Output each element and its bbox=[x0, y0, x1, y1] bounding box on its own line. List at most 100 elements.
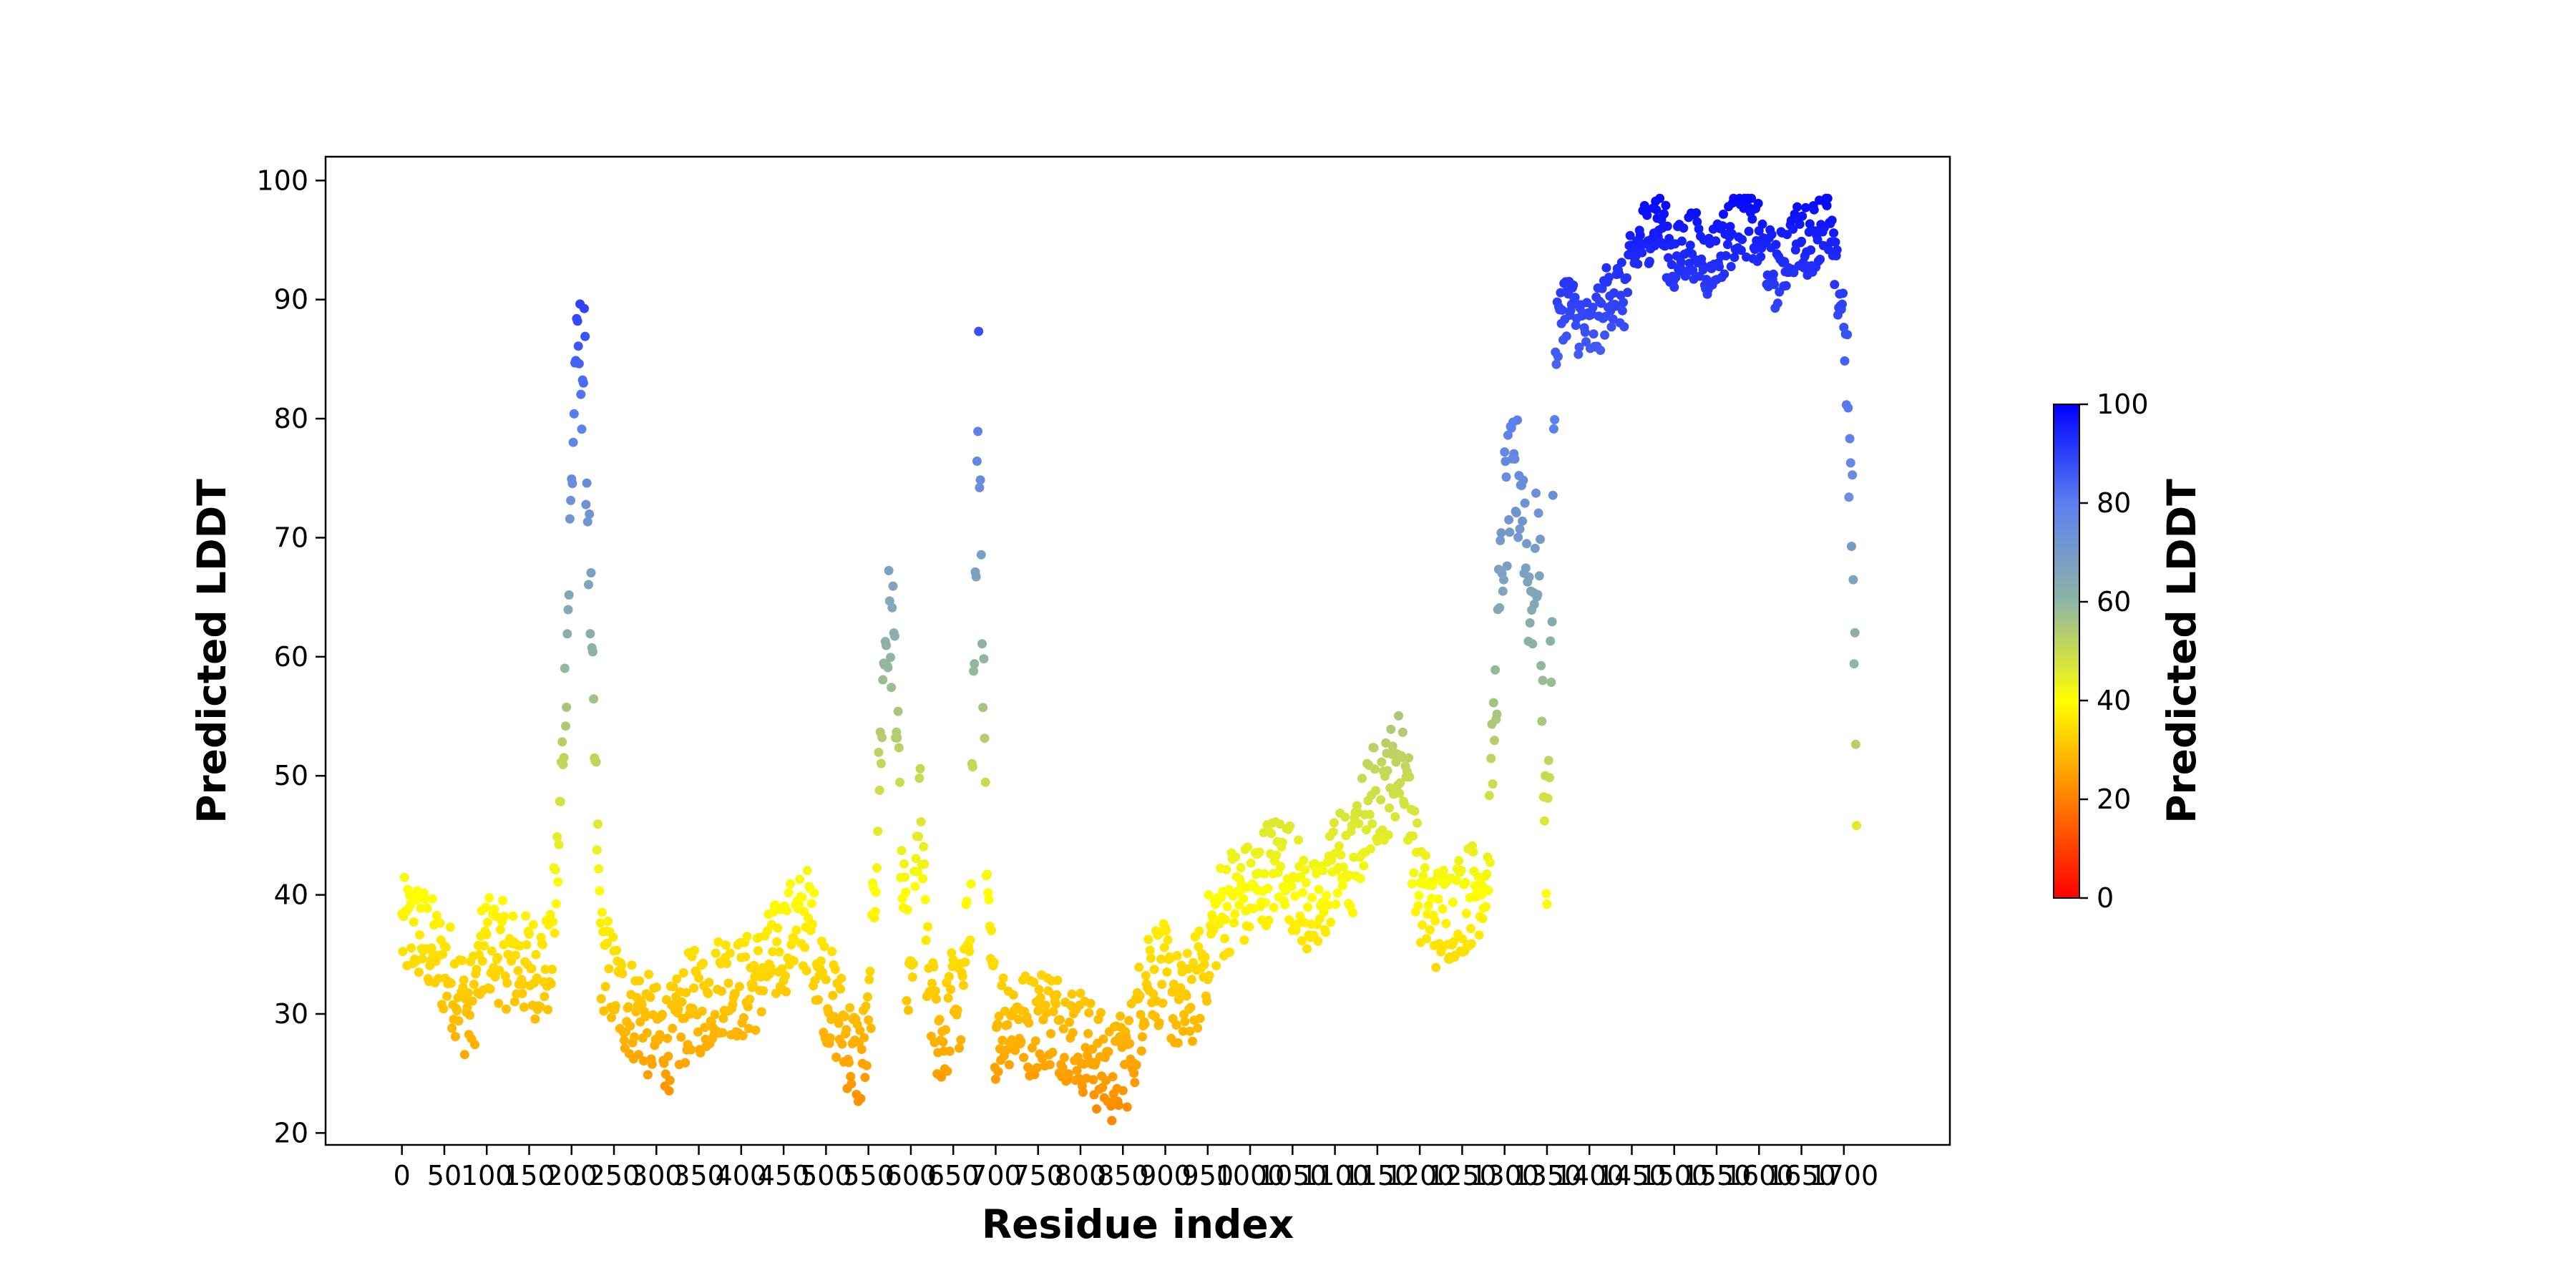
data-point bbox=[517, 989, 527, 998]
data-point bbox=[678, 968, 688, 977]
data-point bbox=[919, 859, 930, 869]
data-point bbox=[658, 1010, 668, 1020]
data-point bbox=[1159, 942, 1169, 952]
data-point bbox=[1606, 322, 1616, 332]
data-point bbox=[511, 950, 520, 960]
data-point bbox=[409, 917, 419, 927]
data-point bbox=[563, 605, 573, 615]
data-point bbox=[876, 758, 886, 769]
data-point bbox=[1414, 890, 1424, 900]
data-point bbox=[1600, 330, 1610, 340]
data-point bbox=[1635, 230, 1645, 240]
data-point bbox=[1502, 561, 1512, 571]
data-point bbox=[911, 854, 921, 864]
data-point bbox=[723, 978, 733, 988]
data-point bbox=[1431, 962, 1441, 972]
data-point bbox=[975, 483, 985, 492]
data-point bbox=[1383, 830, 1393, 840]
data-point bbox=[659, 1058, 669, 1068]
data-point bbox=[1161, 926, 1171, 936]
data-point bbox=[1134, 962, 1144, 972]
data-point bbox=[1146, 953, 1156, 963]
data-point bbox=[1849, 659, 1859, 669]
data-point bbox=[947, 948, 957, 958]
x-tick-label: 1300 bbox=[1470, 1160, 1539, 1191]
data-point bbox=[902, 905, 912, 915]
data-point bbox=[1120, 1060, 1130, 1070]
data-point bbox=[1832, 245, 1842, 255]
data-point bbox=[1413, 901, 1423, 911]
data-point bbox=[1852, 821, 1862, 831]
data-point bbox=[406, 943, 416, 953]
data-point bbox=[1530, 543, 1540, 553]
data-point bbox=[840, 1012, 849, 1022]
data-point bbox=[738, 1013, 748, 1023]
data-point bbox=[1103, 1047, 1113, 1057]
data-point bbox=[427, 894, 437, 904]
data-point bbox=[477, 956, 487, 966]
data-point bbox=[1757, 219, 1767, 229]
data-point bbox=[1194, 926, 1204, 936]
data-point bbox=[768, 947, 778, 957]
data-point bbox=[452, 1005, 462, 1015]
data-point bbox=[1394, 711, 1403, 721]
data-point bbox=[1145, 945, 1155, 955]
data-point bbox=[980, 777, 990, 787]
data-point bbox=[1370, 764, 1380, 774]
data-point bbox=[610, 1001, 620, 1010]
data-point bbox=[718, 1013, 728, 1023]
data-point bbox=[595, 886, 605, 896]
data-point bbox=[990, 1074, 1000, 1084]
x-tick-label: 350 bbox=[673, 1160, 725, 1191]
data-point bbox=[807, 919, 817, 930]
data-point bbox=[1297, 936, 1307, 946]
data-point bbox=[1236, 863, 1246, 873]
data-point bbox=[1221, 864, 1231, 874]
data-point bbox=[927, 978, 937, 988]
data-point bbox=[1243, 842, 1252, 852]
data-point bbox=[1229, 918, 1239, 928]
data-point bbox=[1418, 920, 1428, 930]
x-tick-label: 500 bbox=[800, 1160, 852, 1191]
data-point bbox=[640, 1012, 650, 1022]
data-point bbox=[1537, 716, 1547, 726]
data-point bbox=[502, 1004, 511, 1014]
data-point bbox=[569, 409, 579, 419]
data-point bbox=[1536, 535, 1545, 545]
data-point bbox=[686, 1045, 696, 1055]
data-point bbox=[645, 992, 655, 1002]
data-point bbox=[1348, 908, 1357, 917]
data-point bbox=[1244, 922, 1254, 932]
data-point bbox=[725, 948, 735, 958]
data-point bbox=[573, 341, 583, 351]
data-point bbox=[1181, 991, 1191, 1001]
data-point bbox=[676, 1032, 686, 1042]
data-point bbox=[834, 1018, 844, 1028]
data-point bbox=[1465, 924, 1475, 934]
data-point bbox=[1113, 1101, 1123, 1111]
data-point bbox=[1823, 193, 1833, 203]
data-point bbox=[617, 960, 627, 970]
data-point bbox=[774, 947, 784, 957]
data-point bbox=[1098, 1034, 1108, 1044]
data-point bbox=[1542, 899, 1552, 909]
data-point bbox=[914, 831, 924, 841]
data-point bbox=[637, 1000, 647, 1009]
data-point bbox=[1521, 563, 1531, 573]
data-point bbox=[1553, 351, 1563, 361]
data-point bbox=[1230, 909, 1240, 919]
data-point bbox=[1844, 492, 1854, 502]
data-point bbox=[938, 1037, 948, 1047]
data-point bbox=[894, 743, 904, 753]
data-point bbox=[1425, 925, 1435, 935]
data-point bbox=[1747, 193, 1757, 203]
data-point bbox=[1195, 1013, 1205, 1023]
data-point bbox=[952, 1005, 962, 1015]
data-point bbox=[958, 980, 968, 990]
data-point bbox=[1186, 1002, 1196, 1013]
data-point bbox=[827, 947, 837, 957]
data-point bbox=[540, 992, 550, 1002]
data-point bbox=[997, 1035, 1008, 1045]
data-point bbox=[508, 911, 518, 921]
data-point bbox=[1084, 1008, 1094, 1018]
